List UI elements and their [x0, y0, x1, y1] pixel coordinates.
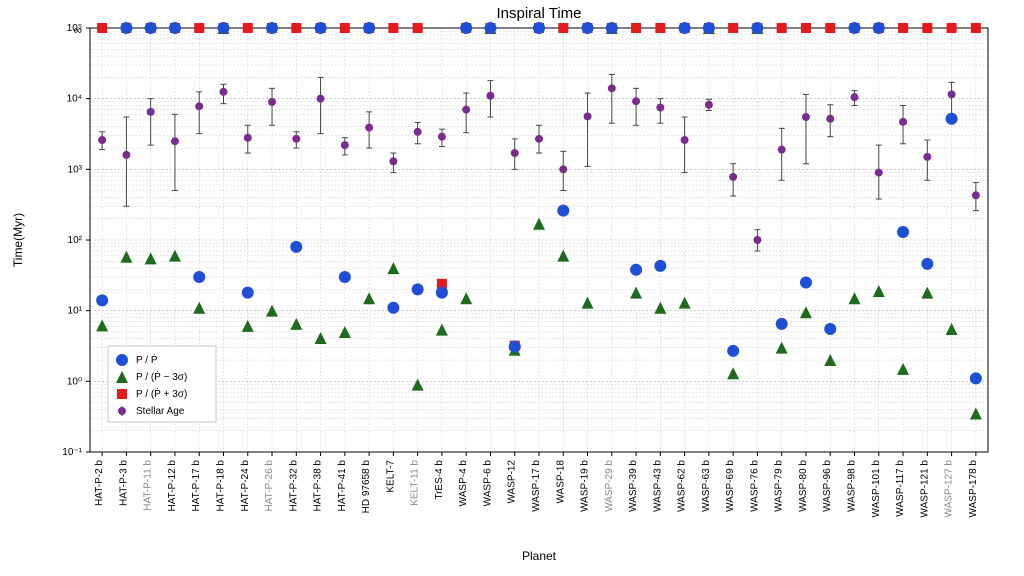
- svg-text:WASP-117 b: WASP-117 b: [895, 460, 906, 517]
- svg-text:WASP-4 b: WASP-4 b: [458, 460, 469, 507]
- svg-text:HAT-P-2 b: HAT-P-2 b: [94, 460, 105, 506]
- svg-text:WASP-121 b: WASP-121 b: [919, 460, 930, 518]
- svg-text:∞: ∞: [73, 23, 82, 37]
- svg-text:P / Ṗ: P / Ṗ: [136, 353, 158, 366]
- svg-text:10⁰: 10⁰: [67, 376, 82, 387]
- svg-text:HAT-P-3 b: HAT-P-3 b: [118, 460, 129, 506]
- svg-text:HAT-P-11 b: HAT-P-11 b: [143, 460, 154, 511]
- svg-text:WASP-18: WASP-18: [555, 460, 566, 504]
- svg-text:WASP-17 b: WASP-17 b: [531, 460, 542, 512]
- svg-text:HAT-P-32 b: HAT-P-32 b: [288, 460, 299, 512]
- svg-text:KELT-11 b: KELT-11 b: [410, 460, 421, 506]
- svg-text:WASP-69 b: WASP-69 b: [725, 460, 736, 512]
- svg-text:WASP-43 b: WASP-43 b: [652, 460, 663, 512]
- svg-text:HAT-P-17 b: HAT-P-17 b: [191, 460, 202, 512]
- svg-text:WASP-127 b: WASP-127 b: [944, 460, 955, 518]
- svg-text:WASP-79 b: WASP-79 b: [774, 460, 785, 512]
- svg-text:WASP-12: WASP-12: [507, 460, 518, 504]
- svg-text:WASP-80 b: WASP-80 b: [798, 460, 809, 512]
- svg-text:Stellar Age: Stellar Age: [136, 406, 185, 417]
- svg-text:WASP-178 b: WASP-178 b: [968, 460, 979, 518]
- svg-text:WASP-39 b: WASP-39 b: [628, 460, 639, 512]
- svg-text:WASP-29 b: WASP-29 b: [604, 460, 615, 512]
- svg-text:TrES-4 b: TrES-4 b: [434, 460, 445, 500]
- svg-text:HAT-P-18 b: HAT-P-18 b: [215, 460, 226, 512]
- svg-text:P / (Ṗ − 3σ): P / (Ṗ − 3σ): [136, 370, 187, 383]
- svg-text:WASP-62 b: WASP-62 b: [677, 460, 688, 512]
- svg-text:10³: 10³: [68, 164, 83, 175]
- svg-text:WASP-101 b: WASP-101 b: [871, 460, 882, 518]
- svg-text:HAT-P-26 b: HAT-P-26 b: [264, 460, 275, 512]
- svg-text:10⁴: 10⁴: [67, 94, 82, 105]
- svg-text:Time(Myr): Time(Myr): [11, 213, 25, 267]
- inspiral-time-chart: 10⁻¹10⁰10¹10²10³10⁴10⁵∞HAT-P-2 bHAT-P-3 …: [0, 0, 1024, 576]
- svg-text:HAT-P-24 b: HAT-P-24 b: [240, 460, 251, 512]
- svg-text:WASP-6 b: WASP-6 b: [482, 460, 493, 507]
- svg-text:WASP-19 b: WASP-19 b: [580, 460, 591, 512]
- svg-text:KELT-7: KELT-7: [385, 460, 396, 493]
- svg-text:HD 97658 b: HD 97658 b: [361, 460, 372, 514]
- svg-text:10²: 10²: [68, 235, 83, 246]
- svg-text:WASP-98 b: WASP-98 b: [847, 460, 858, 512]
- svg-text:Inspiral Time: Inspiral Time: [496, 5, 581, 22]
- svg-text:Planet: Planet: [522, 549, 557, 563]
- svg-text:WASP-96 b: WASP-96 b: [822, 460, 833, 512]
- svg-text:HAT-P-38 b: HAT-P-38 b: [313, 460, 324, 512]
- svg-text:WASP-76 b: WASP-76 b: [749, 460, 760, 512]
- svg-text:HAT-P-12 b: HAT-P-12 b: [167, 460, 178, 512]
- svg-text:10⁻¹: 10⁻¹: [62, 447, 82, 458]
- svg-text:WASP-63 b: WASP-63 b: [701, 460, 712, 512]
- svg-text:HAT-P-41 b: HAT-P-41 b: [337, 460, 348, 512]
- svg-text:P / (Ṗ + 3σ): P / (Ṗ + 3σ): [136, 387, 187, 400]
- svg-text:10¹: 10¹: [68, 306, 83, 317]
